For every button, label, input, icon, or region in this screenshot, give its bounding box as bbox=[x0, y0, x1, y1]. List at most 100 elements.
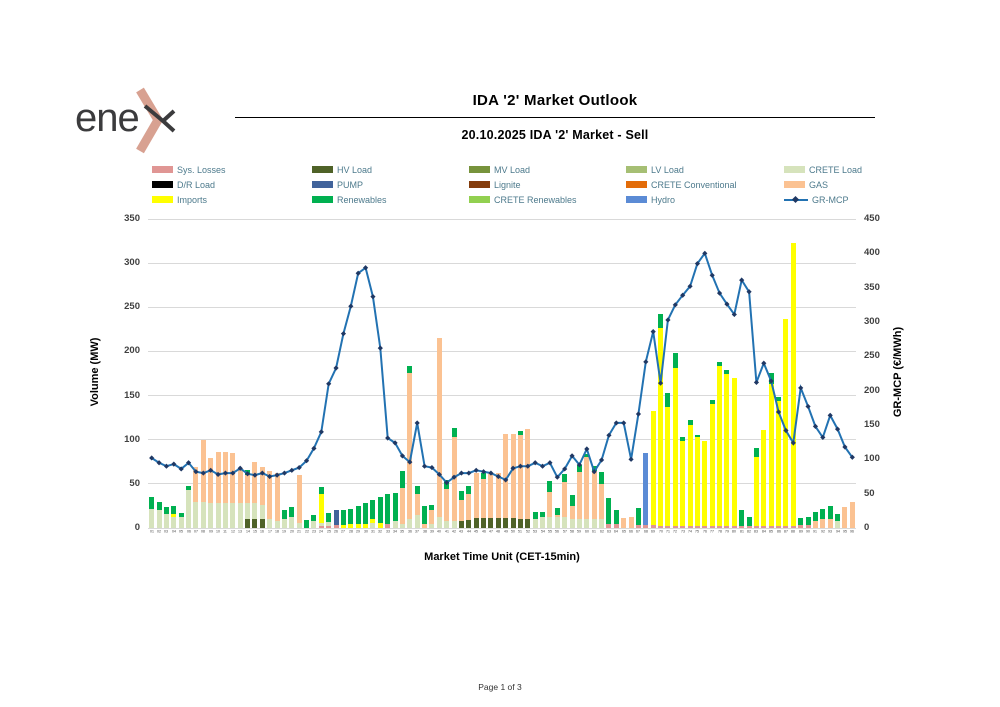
bar-84 bbox=[761, 430, 767, 528]
x-tick-label: 51 bbox=[518, 530, 523, 534]
x-tick-label: 69 bbox=[651, 530, 656, 534]
mcp-marker bbox=[436, 471, 442, 478]
gridline bbox=[148, 262, 856, 264]
bar-segment-gas bbox=[503, 433, 509, 519]
bar-33 bbox=[385, 493, 391, 528]
bar-segment-renewables bbox=[835, 513, 841, 521]
x-tick-label: 02 bbox=[157, 530, 162, 534]
mcp-marker bbox=[635, 411, 642, 417]
y-right-tick-label: 300 bbox=[864, 316, 880, 327]
y-right-tick-label: 100 bbox=[864, 453, 880, 465]
bar-segment-hvLoad bbox=[458, 520, 464, 528]
bar-segment-renewables bbox=[363, 503, 369, 525]
mcp-marker bbox=[466, 470, 472, 476]
bar-segment-gas bbox=[215, 452, 221, 504]
bar-90 bbox=[805, 516, 811, 528]
x-tick-label: 57 bbox=[562, 530, 567, 534]
bar-80 bbox=[731, 377, 737, 528]
bar-segment-creteLoad bbox=[451, 520, 457, 528]
bar-segment-imports bbox=[753, 457, 759, 527]
bar-07 bbox=[193, 467, 199, 528]
x-tick-label: 67 bbox=[636, 530, 641, 534]
bar-segment-creteLoad bbox=[289, 517, 295, 528]
mcp-marker bbox=[827, 412, 833, 418]
x-tick-label: 39 bbox=[429, 530, 434, 534]
mcp-marker bbox=[724, 301, 730, 307]
bar-segment-renewables bbox=[171, 505, 177, 514]
bar-segment-renewables bbox=[776, 397, 782, 401]
bar-38 bbox=[422, 505, 428, 528]
bar-segment-imports bbox=[171, 513, 177, 517]
mcp-marker bbox=[547, 460, 553, 466]
bar-76 bbox=[702, 441, 708, 528]
bar-37 bbox=[414, 485, 420, 528]
mcp-marker bbox=[517, 463, 524, 469]
mcp-marker bbox=[355, 270, 361, 276]
bar-segment-sysLosses bbox=[672, 526, 678, 528]
gridline bbox=[148, 350, 856, 352]
bar-segment-creteLoad bbox=[554, 517, 560, 528]
bar-segment-creteLoad bbox=[318, 522, 324, 527]
x-tick-label: 37 bbox=[415, 530, 420, 534]
x-tick-label: 88 bbox=[791, 530, 796, 534]
x-tick-label: 53 bbox=[533, 530, 538, 534]
y-left-tick-label: 250 bbox=[124, 301, 140, 313]
x-tick-label: 46 bbox=[481, 530, 486, 534]
bar-segment-sysLosses bbox=[724, 526, 730, 528]
bar-24 bbox=[318, 487, 324, 528]
bar-29 bbox=[355, 505, 361, 528]
bar-89 bbox=[798, 518, 804, 528]
bar-95 bbox=[842, 506, 848, 528]
bar-segment-renewables bbox=[812, 512, 818, 521]
x-tick-label: 41 bbox=[444, 530, 449, 534]
bar-segment-imports bbox=[355, 523, 361, 528]
bar-segment-creteLoad bbox=[569, 519, 575, 528]
x-tick-label: 32 bbox=[378, 530, 383, 534]
bar-segment-sysLosses bbox=[776, 526, 782, 528]
x-tick-label: 47 bbox=[488, 530, 493, 534]
bar-segment-creteLoad bbox=[274, 520, 280, 528]
mcp-marker bbox=[222, 470, 229, 476]
legend-swatch-pump bbox=[312, 181, 333, 188]
legend-label: GAS bbox=[809, 179, 829, 190]
bar-segment-sysLosses bbox=[318, 526, 324, 528]
bar-segment-renewables bbox=[554, 507, 560, 515]
bar-04 bbox=[171, 505, 177, 528]
bar-segment-imports bbox=[665, 407, 671, 527]
bar-69 bbox=[650, 411, 656, 528]
bar-segment-sysLosses bbox=[665, 526, 671, 528]
bar-52 bbox=[525, 429, 531, 528]
bar-segment-creteLoad bbox=[599, 519, 605, 528]
x-tick-label: 03 bbox=[164, 530, 169, 534]
logo-dark-chevron bbox=[160, 109, 176, 133]
bar-segment-hydro bbox=[643, 452, 649, 526]
bar-segment-hvLoad bbox=[503, 518, 509, 528]
bar-63 bbox=[606, 497, 612, 528]
bar-31 bbox=[370, 499, 376, 528]
mcp-marker bbox=[230, 470, 236, 476]
mcp-marker bbox=[200, 470, 206, 476]
bar-39 bbox=[429, 505, 435, 528]
bar-segment-sysLosses bbox=[687, 526, 693, 528]
bar-segment-gas bbox=[267, 470, 273, 520]
legend-label: CRETE Load bbox=[809, 164, 863, 175]
bar-segment-renewables bbox=[326, 513, 332, 522]
mcp-marker bbox=[834, 426, 841, 432]
bar-segment-gas bbox=[208, 458, 214, 504]
bar-71 bbox=[665, 392, 671, 528]
bar-segment-renewables bbox=[599, 471, 605, 484]
bar-19 bbox=[281, 510, 287, 528]
bar-segment-imports bbox=[658, 327, 664, 527]
x-tick-label: 79 bbox=[724, 530, 729, 534]
legend-swatch-hvLoad bbox=[312, 166, 333, 173]
bar-70 bbox=[658, 314, 664, 528]
bar-segment-gas bbox=[488, 474, 494, 519]
legend-swatch-sysLosses bbox=[152, 166, 173, 173]
bar-segment-renewables bbox=[370, 499, 376, 520]
bar-segment-creteLoad bbox=[392, 520, 398, 528]
bar-64 bbox=[613, 510, 619, 528]
mcp-marker bbox=[739, 277, 745, 283]
mcp-marker bbox=[377, 345, 383, 351]
mcp-marker bbox=[488, 470, 494, 476]
